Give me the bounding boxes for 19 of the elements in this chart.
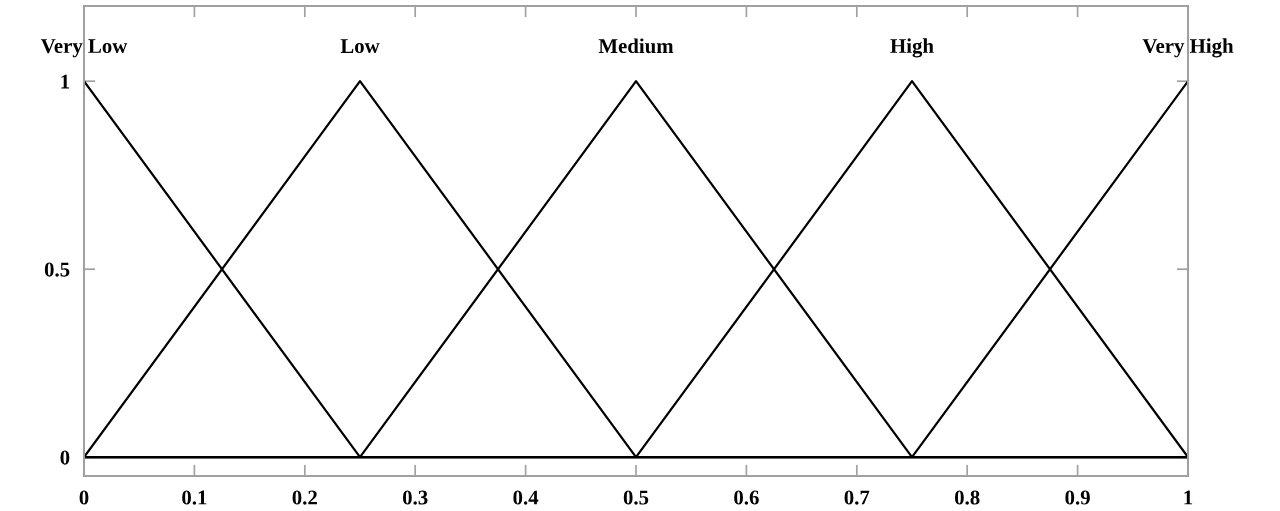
- x-tick-label: 0.8: [954, 490, 980, 505]
- series-label: Very Low: [40, 39, 128, 58]
- x-tick-label: 0.2: [292, 490, 317, 505]
- series-label: Low: [340, 39, 380, 54]
- series-label: Medium: [598, 38, 674, 54]
- x-tick-label: 0.3: [402, 490, 428, 505]
- x-tick-label: 0.9: [1065, 490, 1090, 505]
- x-tick-label: 0.4: [513, 490, 539, 505]
- x-tick-label: 0.7: [844, 490, 870, 505]
- y-tick-label: 0.5: [44, 262, 70, 277]
- y-tick-label: 0: [60, 450, 70, 465]
- x-tick-label: 1: [1184, 490, 1193, 505]
- x-tick-label: 0.1: [182, 490, 207, 505]
- series-label: High: [890, 38, 934, 58]
- x-tick-label: 0: [79, 490, 89, 505]
- series-label: Very High: [1142, 38, 1234, 58]
- x-tick-label: 0.6: [734, 490, 759, 505]
- x-tick-label: 0.5: [623, 490, 649, 505]
- y-tick-label: 1: [61, 74, 70, 89]
